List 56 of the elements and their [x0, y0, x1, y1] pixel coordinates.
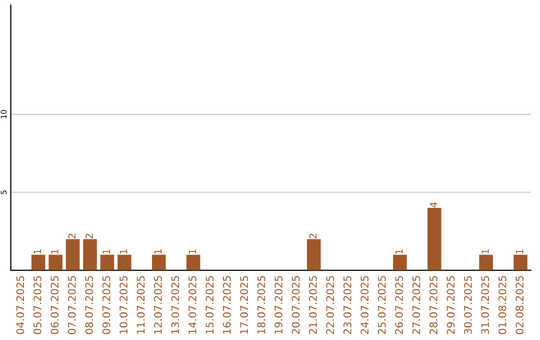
bar — [31, 254, 46, 270]
x-tick-label: 27.07.2025 — [412, 276, 420, 334]
data-label: 1 — [102, 249, 110, 254]
x-tick-label: 07.07.2025 — [68, 276, 76, 334]
data-label: 2 — [85, 234, 93, 238]
x-tick-label: 20.07.2025 — [292, 276, 300, 334]
x-tick-label: 16.07.2025 — [222, 276, 231, 334]
data-label: 2 — [68, 234, 76, 238]
bar — [48, 254, 62, 270]
x-tick-label: 06.07.2025 — [50, 276, 59, 334]
data-label: 1 — [482, 249, 489, 254]
bar — [306, 239, 321, 270]
x-tick-label: 02.08.2025 — [516, 276, 524, 334]
x-tick-label: 19.07.2025 — [274, 276, 282, 334]
x-tick-label: 24.07.2025 — [360, 276, 369, 334]
data-label: 1 — [516, 249, 524, 254]
x-tick-label: 10.07.2025 — [120, 276, 128, 334]
x-tick-label: 21.07.2025 — [309, 276, 317, 334]
x-tick-label: 30.07.2025 — [464, 276, 472, 334]
x-tick-label: 11.07.2025 — [136, 276, 145, 334]
data-label: 4 — [430, 202, 438, 208]
data-label: 1 — [120, 249, 128, 254]
x-tick-label: 22.07.2025 — [326, 276, 334, 334]
x-tick-label: 08.07.2025 — [85, 276, 94, 334]
x-tick-label: 23.07.2025 — [343, 276, 352, 334]
x-tick-label: 15.07.2025 — [206, 276, 214, 334]
x-tick-label: 14.07.2025 — [188, 276, 196, 334]
data-label: 2 — [309, 234, 317, 238]
bar — [428, 208, 442, 270]
bar — [393, 254, 407, 270]
x-tick-label: 13.07.2025 — [171, 276, 180, 334]
bar — [514, 254, 528, 270]
bar — [479, 254, 493, 270]
data-label: 1 — [188, 249, 196, 254]
data-label: 1 — [34, 249, 42, 254]
x-tick-label: 29.07.2025 — [446, 276, 455, 334]
bar — [118, 254, 132, 270]
bar — [66, 239, 80, 270]
x-tick-label: 04.07.2025 — [16, 276, 24, 334]
data-label: 1 — [154, 249, 162, 254]
x-tick-label: 09.07.2025 — [102, 276, 110, 334]
x-tick-label: 05.07.2025 — [33, 276, 42, 334]
x-tick-label: 17.07.2025 — [240, 276, 248, 334]
x-tick-label: 28.07.2025 — [430, 276, 438, 334]
x-tick-label: 26.07.2025 — [395, 276, 403, 334]
x-tick-label: 25.07.2025 — [378, 276, 386, 334]
data-label: 1 — [51, 249, 58, 254]
x-tick-label: 01.08.2025 — [498, 276, 506, 334]
data-label: 1 — [396, 249, 403, 254]
x-tick-label: 31.07.2025 — [481, 276, 490, 334]
bar — [186, 254, 200, 270]
bar — [100, 254, 114, 270]
x-tick-label: 12.07.2025 — [154, 276, 162, 334]
x-tick-label: 18.07.2025 — [257, 276, 266, 334]
bar — [83, 239, 97, 270]
bar — [152, 254, 166, 270]
